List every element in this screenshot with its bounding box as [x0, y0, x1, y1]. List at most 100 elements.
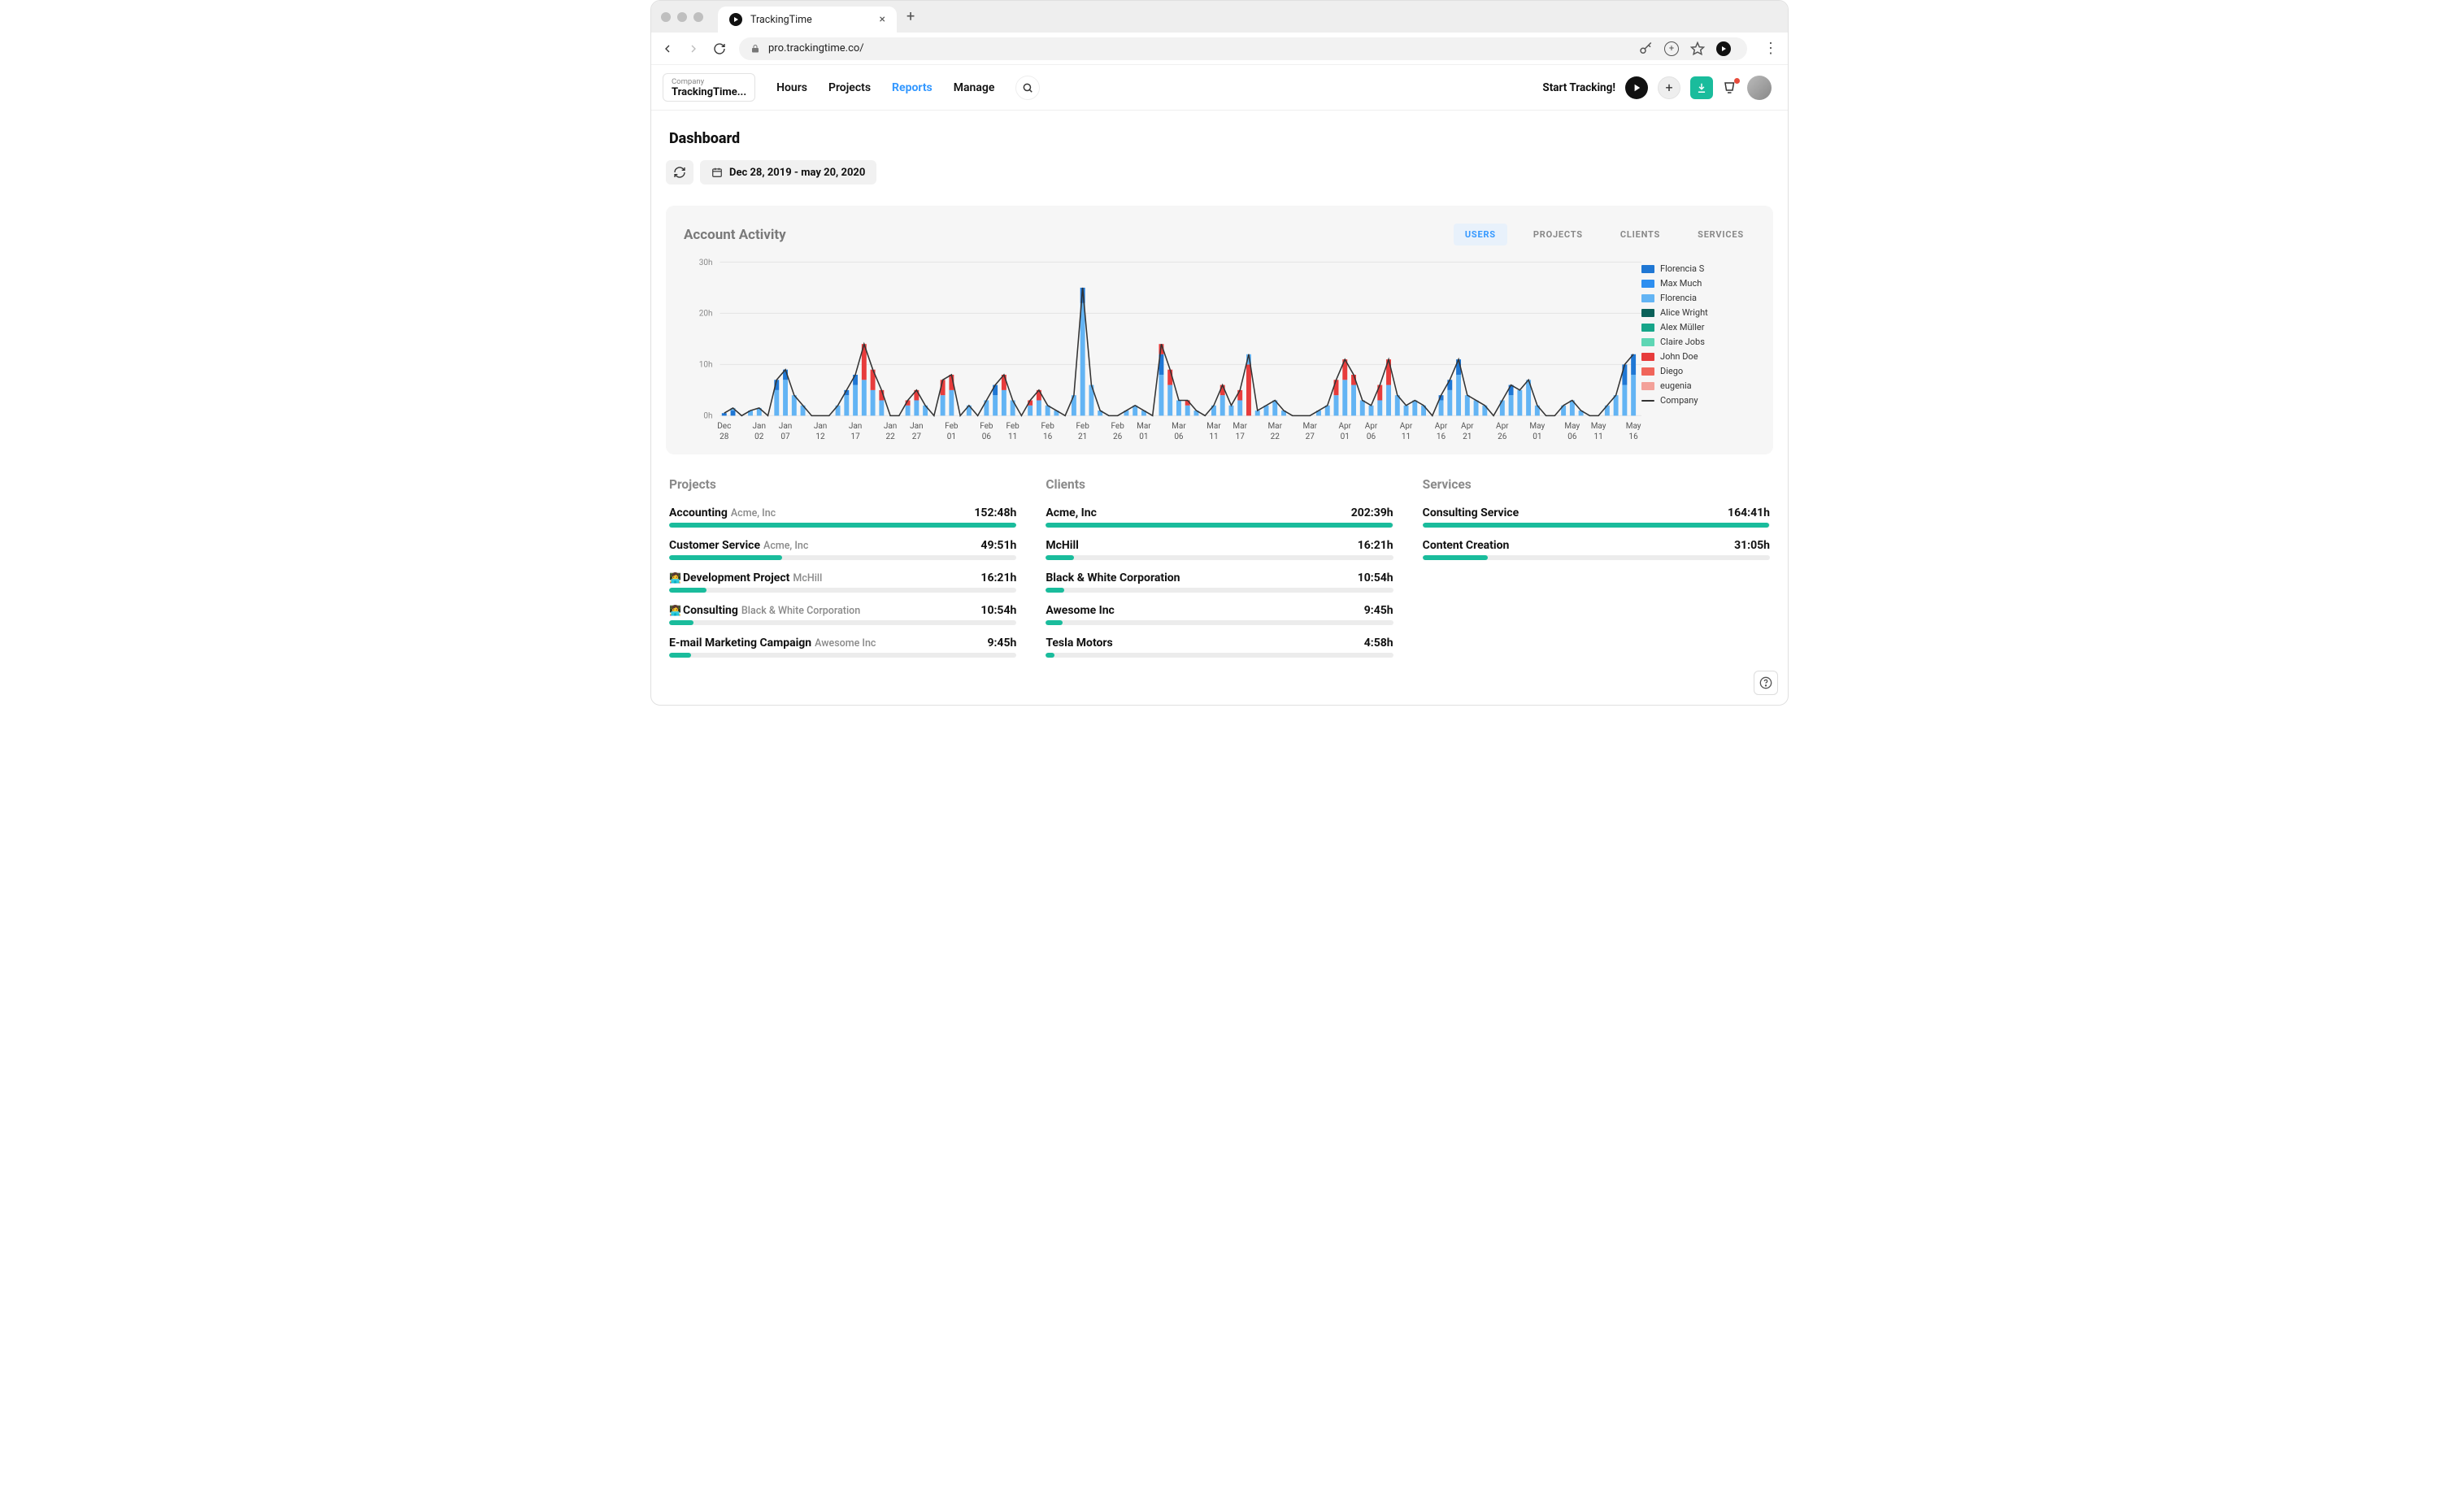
item-subtitle: McHill	[793, 572, 822, 584]
svg-text:16: 16	[1043, 432, 1053, 441]
item-name: McHill	[1046, 539, 1079, 552]
svg-text:01: 01	[947, 432, 956, 441]
list-item[interactable]: Black & White Corporation 10:54h	[1046, 571, 1393, 593]
legend-item[interactable]: John Doe	[1641, 351, 1755, 362]
item-name: Accounting	[669, 506, 728, 519]
legend-item[interactable]: Florencia S	[1641, 263, 1755, 274]
item-hours: 16:21h	[1358, 539, 1393, 552]
reload-button[interactable]	[713, 42, 728, 55]
chart-legend: Florencia S Max Much Florencia Alice Wright…	[1641, 259, 1755, 410]
progress-track	[1046, 588, 1393, 593]
svg-text:Feb: Feb	[1041, 422, 1054, 431]
add-button[interactable]: +	[1658, 76, 1680, 99]
item-hours: 10:54h	[1358, 571, 1393, 584]
account-activity-card: Account Activity USERSPROJECTSCLIENTSSER…	[666, 206, 1773, 454]
svg-text:Feb: Feb	[1006, 422, 1020, 431]
item-hours: 164:41h	[1728, 506, 1770, 519]
projects-column: Projects Accounting Acme, Inc 152:48h Cu…	[669, 477, 1016, 669]
item-subtitle: Awesome Inc	[815, 637, 876, 650]
svg-text:11: 11	[1008, 432, 1017, 441]
item-subtitle: Acme, Inc	[763, 540, 808, 552]
progress-track	[1046, 555, 1393, 560]
list-item[interactable]: E-mail Marketing Campaign Awesome Inc 9:…	[669, 637, 1016, 658]
progress-fill	[1046, 588, 1064, 593]
legend-item[interactable]: Florencia	[1641, 293, 1755, 303]
item-hours: 31:05h	[1734, 539, 1770, 552]
key-icon[interactable]	[1638, 41, 1653, 56]
svg-text:Feb: Feb	[1076, 422, 1089, 431]
back-button[interactable]	[661, 42, 676, 55]
list-item[interactable]: 👩‍💻 Consulting Black & White Corporation…	[669, 604, 1016, 625]
address-bar[interactable]: pro.trackingtime.co/ +	[739, 37, 1747, 60]
list-item[interactable]: McHill 16:21h	[1046, 539, 1393, 560]
svg-text:Apr: Apr	[1496, 422, 1509, 431]
legend-item-company[interactable]: Company	[1641, 395, 1755, 406]
activity-tab-projects[interactable]: PROJECTS	[1522, 224, 1594, 245]
new-tab-button[interactable]: +	[906, 8, 915, 25]
svg-text:Jan: Jan	[884, 422, 897, 431]
add-to-circle-icon[interactable]: +	[1664, 41, 1679, 56]
svg-text:Jan: Jan	[814, 422, 827, 431]
svg-text:Feb: Feb	[945, 422, 959, 431]
nav-reports[interactable]: Reports	[892, 81, 933, 94]
legend-item[interactable]: Diego	[1641, 366, 1755, 376]
legend-item[interactable]: Claire Jobs	[1641, 337, 1755, 347]
progress-fill	[1046, 620, 1063, 625]
notifications-button[interactable]	[1723, 80, 1737, 95]
list-item[interactable]: 👩‍💻 Development Project McHill 16:21h	[669, 571, 1016, 593]
list-item[interactable]: Tesla Motors 4:58h	[1046, 637, 1393, 658]
list-item[interactable]: Content Creation 31:05h	[1423, 539, 1770, 560]
nav-manage[interactable]: Manage	[954, 81, 995, 94]
list-item[interactable]: Acme, Inc 202:39h	[1046, 506, 1393, 528]
activity-tab-clients[interactable]: CLIENTS	[1609, 224, 1672, 245]
legend-item[interactable]: eugenia	[1641, 380, 1755, 391]
nav-hours[interactable]: Hours	[776, 81, 807, 94]
svg-text:27: 27	[1306, 432, 1315, 441]
download-button[interactable]	[1690, 76, 1713, 99]
browser-menu-icon[interactable]: ⋮	[1763, 40, 1778, 57]
extension-icon[interactable]	[1716, 41, 1731, 56]
list-item[interactable]: Customer Service Acme, Inc 49:51h	[669, 539, 1016, 560]
refresh-button[interactable]	[666, 160, 693, 185]
svg-text:Apr: Apr	[1461, 422, 1474, 431]
list-item[interactable]: Accounting Acme, Inc 152:48h	[669, 506, 1016, 528]
search-button[interactable]	[1015, 76, 1040, 100]
close-tab-icon[interactable]: ×	[880, 13, 885, 26]
svg-text:Apr: Apr	[1400, 422, 1413, 431]
activity-tab-services[interactable]: SERVICES	[1686, 224, 1755, 245]
item-emoji: 👩‍💻	[669, 605, 681, 616]
legend-item[interactable]: Alice Wright	[1641, 307, 1755, 318]
company-selector[interactable]: Company TrackingTime...	[663, 73, 755, 102]
activity-tab-users[interactable]: USERS	[1454, 224, 1507, 245]
legend-item[interactable]: Alex Müller	[1641, 322, 1755, 332]
item-name: Tesla Motors	[1046, 637, 1112, 650]
svg-text:Mar: Mar	[1206, 422, 1221, 431]
browser-tab[interactable]: TrackingTime ×	[718, 7, 897, 33]
svg-text:20h: 20h	[699, 310, 713, 319]
forward-button[interactable]	[687, 42, 702, 55]
svg-text:01: 01	[1139, 432, 1148, 441]
item-subtitle: Black & White Corporation	[741, 605, 860, 617]
help-button[interactable]	[1754, 671, 1778, 695]
start-tracking-button[interactable]	[1625, 76, 1648, 99]
svg-text:Mar: Mar	[1302, 422, 1317, 431]
user-avatar[interactable]	[1747, 76, 1772, 100]
window-minimize[interactable]	[677, 12, 687, 22]
star-icon[interactable]	[1690, 41, 1705, 56]
list-item[interactable]: Awesome Inc 9:45h	[1046, 604, 1393, 625]
window-maximize[interactable]	[693, 12, 703, 22]
progress-track	[1046, 653, 1393, 658]
item-name: Development Project	[683, 571, 789, 584]
window-close[interactable]	[661, 12, 671, 22]
progress-fill	[1046, 653, 1054, 658]
svg-text:Apr: Apr	[1365, 422, 1378, 431]
legend-item[interactable]: Max Much	[1641, 278, 1755, 289]
nav-projects[interactable]: Projects	[828, 81, 871, 94]
item-name: E-mail Marketing Campaign	[669, 637, 811, 650]
svg-text:Mar: Mar	[1267, 422, 1282, 431]
svg-text:Apr: Apr	[1435, 422, 1448, 431]
page-title: Dashboard	[669, 130, 740, 147]
date-range-button[interactable]: Dec 28, 2019 - may 20, 2020	[700, 160, 876, 185]
svg-text:10h: 10h	[699, 361, 713, 370]
list-item[interactable]: Consulting Service 164:41h	[1423, 506, 1770, 528]
